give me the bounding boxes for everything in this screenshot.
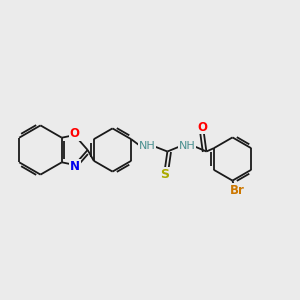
Text: O: O [197, 121, 207, 134]
Text: NH: NH [179, 141, 196, 151]
Text: S: S [160, 167, 169, 181]
Text: O: O [70, 127, 80, 140]
Text: N: N [70, 160, 80, 173]
Text: NH: NH [139, 141, 155, 151]
Text: Br: Br [230, 184, 244, 197]
